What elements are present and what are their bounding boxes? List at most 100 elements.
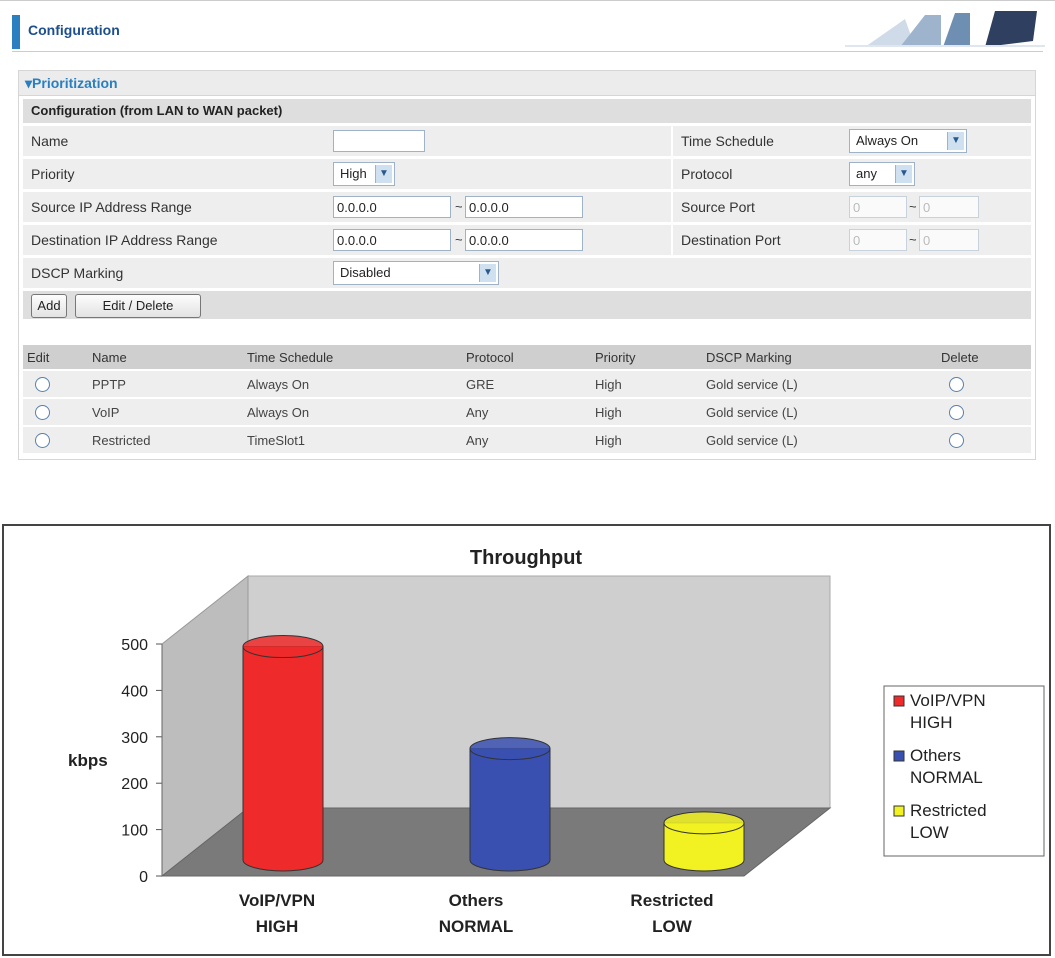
dscp-label: DSCP Marking bbox=[23, 258, 331, 288]
destination-ip-start-input[interactable]: 0.0.0.0 bbox=[333, 229, 451, 251]
chevron-down-icon: ▼ bbox=[375, 165, 392, 183]
row-priority-cell: High bbox=[591, 427, 702, 453]
x-category-label: LOW bbox=[652, 917, 693, 936]
chart-title: Throughput bbox=[470, 547, 583, 569]
row-priority-cell: High bbox=[591, 399, 702, 425]
y-tick-label: 0 bbox=[139, 869, 148, 886]
col-dscp: DSCP Marking bbox=[702, 345, 937, 369]
row-name: Name Time Schedule Always On ▼ bbox=[23, 126, 1031, 156]
y-tick-label: 300 bbox=[121, 730, 148, 747]
legend-entry-label: Others bbox=[910, 746, 961, 765]
bar-top-2 bbox=[469, 737, 551, 761]
prioritization-panel: ▾Prioritization Configuration (from LAN … bbox=[18, 70, 1036, 460]
row-schedule-cell: Always On bbox=[243, 399, 462, 425]
priority-select[interactable]: High ▼ bbox=[333, 162, 395, 186]
dscp-select[interactable]: Disabled ▼ bbox=[333, 261, 499, 285]
button-row: Add Edit / Delete bbox=[23, 291, 1031, 319]
row-dscp: DSCP Marking Disabled ▼ bbox=[23, 258, 1031, 288]
x-category-label: HIGH bbox=[256, 917, 299, 936]
x-category-label: NORMAL bbox=[439, 917, 514, 936]
range-separator: ~ bbox=[455, 199, 463, 214]
page-title: Configuration bbox=[28, 22, 120, 38]
bar-2 bbox=[469, 748, 551, 872]
source-port-end-input[interactable]: 0 bbox=[919, 196, 979, 218]
chevron-down-icon: ▼ bbox=[479, 264, 496, 282]
chart-svg: Throughput 0 100 200 300 400 500 kbps VoIP/VPN HI… bbox=[68, 547, 1045, 936]
chevron-down-icon: ▼ bbox=[947, 132, 964, 150]
destination-ip-label: Destination IP Address Range bbox=[23, 225, 331, 255]
legend-entry-label: NORMAL bbox=[910, 768, 983, 787]
row-protocol-cell: Any bbox=[462, 399, 591, 425]
row-priority: Priority High ▼ Protocol any ▼ bbox=[23, 159, 1031, 189]
y-tick-label: 200 bbox=[121, 776, 148, 793]
row-protocol-cell: Any bbox=[462, 427, 591, 453]
panel-title-text: Prioritization bbox=[32, 75, 118, 91]
x-category-label: Others bbox=[449, 891, 504, 910]
y-tick-label: 400 bbox=[121, 683, 148, 700]
header-accent-bar bbox=[12, 15, 20, 49]
add-button[interactable]: Add bbox=[31, 294, 67, 318]
bar-top-3 bbox=[663, 811, 745, 835]
delete-radio[interactable] bbox=[949, 377, 964, 393]
y-axis-label: kbps bbox=[68, 751, 108, 770]
source-port-start-input[interactable]: 0 bbox=[849, 196, 907, 218]
time-schedule-label: Time Schedule bbox=[673, 126, 847, 156]
col-priority: Priority bbox=[591, 345, 702, 369]
edit-delete-button[interactable]: Edit / Delete bbox=[75, 294, 201, 318]
row-dscp-cell: Gold service (L) bbox=[702, 427, 937, 453]
delete-radio[interactable] bbox=[949, 405, 964, 421]
table-header-row: Edit Name Time Schedule Protocol Priorit… bbox=[23, 345, 1031, 369]
destination-port-start-input[interactable]: 0 bbox=[849, 229, 907, 251]
legend-entry-label: HIGH bbox=[910, 713, 953, 732]
source-port-label: Source Port bbox=[673, 192, 847, 222]
page-header: Configuration bbox=[0, 0, 1055, 61]
destination-ip-end-input[interactable]: 0.0.0.0 bbox=[465, 229, 583, 251]
protocol-select[interactable]: any ▼ bbox=[849, 162, 915, 186]
legend-swatch bbox=[893, 805, 905, 817]
edit-radio[interactable] bbox=[35, 405, 50, 421]
y-tick-label: 500 bbox=[121, 637, 148, 654]
header-divider bbox=[12, 51, 1043, 52]
x-category-label: VoIP/VPN bbox=[239, 891, 315, 910]
destination-port-label: Destination Port bbox=[673, 225, 847, 255]
x-category-label: Restricted bbox=[630, 891, 713, 910]
col-delete: Delete bbox=[937, 345, 1031, 369]
header-banner-image bbox=[845, 11, 1045, 47]
col-protocol: Protocol bbox=[462, 345, 591, 369]
legend-entry-label: Restricted bbox=[910, 801, 987, 820]
chevron-down-icon: ▼ bbox=[895, 165, 912, 183]
throughput-chart: Throughput 0 100 200 300 400 500 kbps VoIP/VPN HI… bbox=[2, 524, 1051, 956]
y-tick-label: 100 bbox=[121, 823, 148, 840]
section-heading: Configuration (from LAN to WAN packet) bbox=[23, 99, 1031, 123]
table-row: PPTP Always On GRE High Gold service (L) bbox=[23, 371, 1031, 397]
bar-1 bbox=[242, 646, 324, 872]
edit-radio[interactable] bbox=[35, 433, 50, 449]
row-source-ip: Source IP Address Range 0.0.0.0 ~ 0.0.0.… bbox=[23, 192, 1031, 222]
priority-label: Priority bbox=[23, 159, 331, 189]
row-priority-cell: High bbox=[591, 371, 702, 397]
name-label: Name bbox=[23, 126, 331, 156]
protocol-label: Protocol bbox=[673, 159, 847, 189]
bar-3 bbox=[663, 822, 745, 872]
range-separator: ~ bbox=[909, 232, 917, 247]
name-input[interactable] bbox=[333, 130, 425, 152]
bar-top-1 bbox=[242, 635, 324, 659]
source-ip-start-input[interactable]: 0.0.0.0 bbox=[333, 196, 451, 218]
col-name: Name bbox=[88, 345, 243, 369]
table-row: VoIP Always On Any High Gold service (L) bbox=[23, 399, 1031, 425]
source-ip-label: Source IP Address Range bbox=[23, 192, 331, 222]
legend-entry-label: VoIP/VPN bbox=[910, 691, 986, 710]
col-time-schedule: Time Schedule bbox=[243, 345, 462, 369]
table-row: Restricted TimeSlot1 Any High Gold servi… bbox=[23, 427, 1031, 453]
rules-table: Edit Name Time Schedule Protocol Priorit… bbox=[23, 343, 1031, 455]
destination-port-end-input[interactable]: 0 bbox=[919, 229, 979, 251]
delete-radio[interactable] bbox=[949, 433, 964, 449]
source-ip-end-input[interactable]: 0.0.0.0 bbox=[465, 196, 583, 218]
row-destination-ip: Destination IP Address Range 0.0.0.0 ~ 0… bbox=[23, 225, 1031, 255]
time-schedule-select[interactable]: Always On ▼ bbox=[849, 129, 967, 153]
panel-title[interactable]: ▾Prioritization bbox=[19, 71, 1035, 96]
row-name-cell: Restricted bbox=[88, 427, 243, 453]
row-dscp-cell: Gold service (L) bbox=[702, 371, 937, 397]
edit-radio[interactable] bbox=[35, 377, 50, 393]
legend-swatch bbox=[893, 750, 905, 762]
